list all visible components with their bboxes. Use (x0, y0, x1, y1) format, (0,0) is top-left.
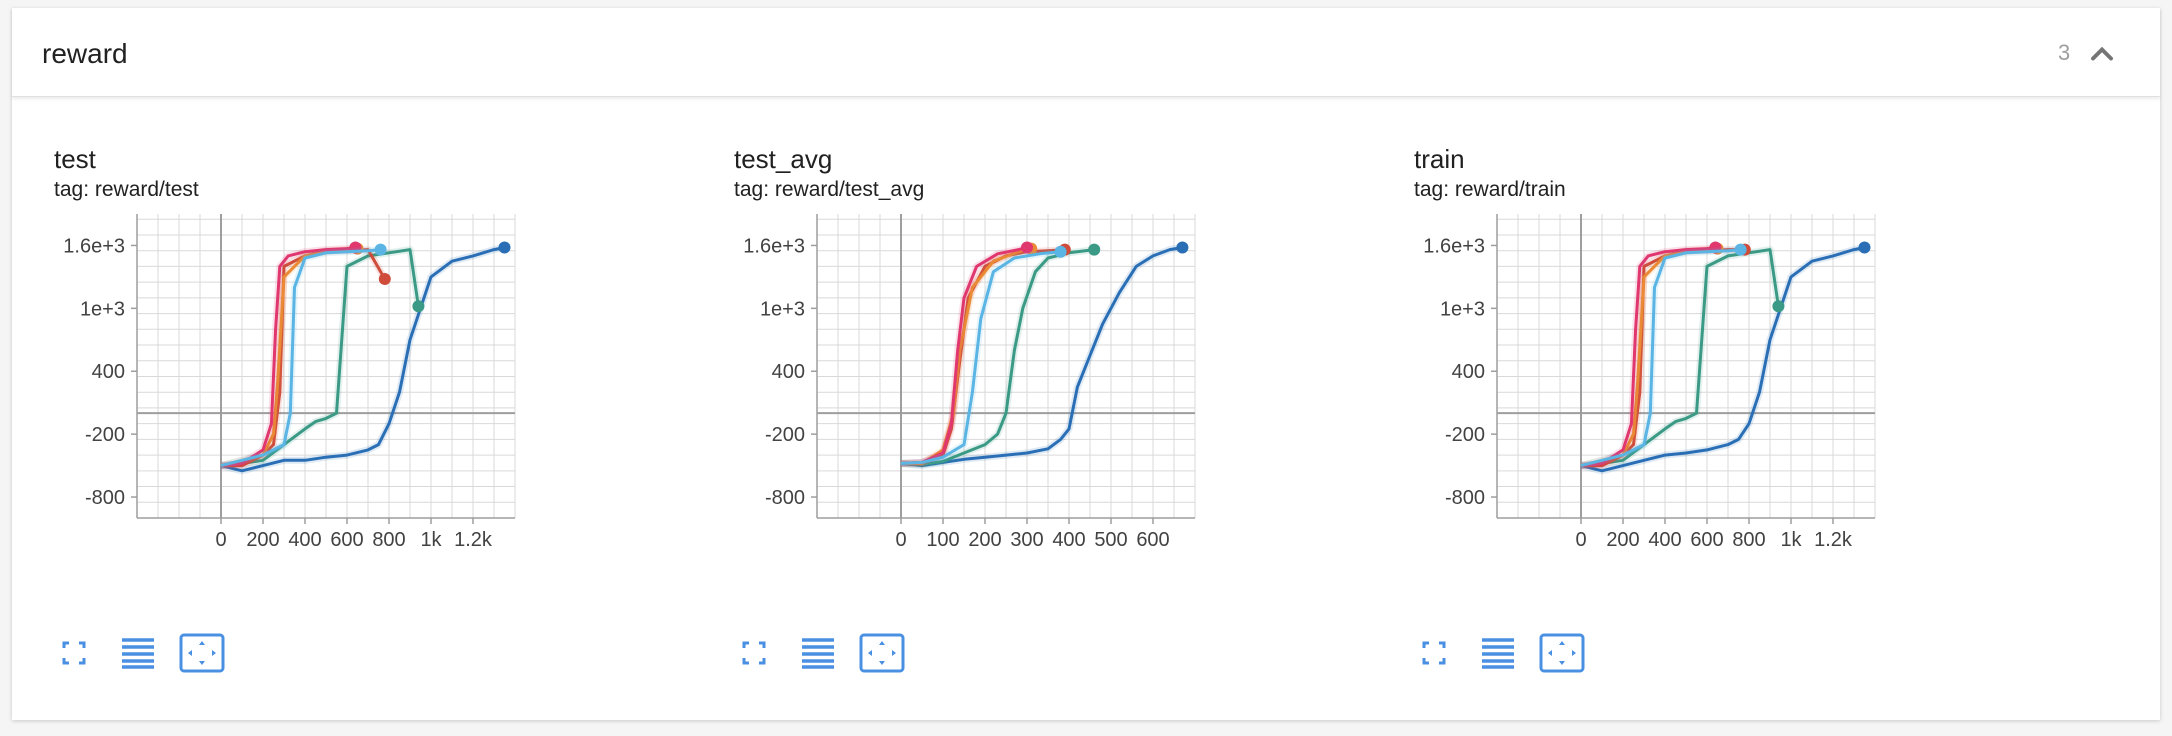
series-line-4 (900, 246, 1028, 465)
chart-tag: tag: reward/test_avg (734, 178, 925, 201)
series-line-4 (1580, 246, 1716, 468)
chart-plot[interactable]: -800 -200 400 1e+3 1.6e+3 0 100 200 300 400 500 600 (692, 206, 1372, 546)
series-line-1 (220, 248, 420, 468)
data-table-icon[interactable] (114, 632, 162, 674)
x-tick-label: 200 (246, 529, 279, 546)
y-tick-label: -200 (85, 424, 125, 446)
chart-title: train (1414, 144, 1465, 174)
series-line-1 (900, 248, 1095, 466)
chart-panel-test: test tag: reward/test -800 -200 400 1e+3 1.6… (12, 96, 692, 696)
x-tick-label: 400 (1052, 529, 1085, 546)
x-tick-label: 300 (1010, 529, 1043, 546)
chart-title: test (54, 144, 96, 174)
fit-domain-icon[interactable] (858, 632, 906, 674)
data-table-icon[interactable] (1474, 632, 1522, 674)
y-tick-label: -800 (765, 487, 805, 509)
chart-title: test_avg (734, 144, 833, 174)
y-tick-label: 1.6e+3 (1423, 235, 1485, 257)
fit-domain-icon[interactable] (1538, 632, 1586, 674)
reward-card: reward 3 test tag: reward/test -800 -200 4… (12, 8, 2160, 720)
x-tick-label: 500 (1094, 529, 1127, 546)
y-tick-label: -200 (765, 424, 805, 446)
series-line-0 (900, 246, 1183, 468)
series-line-4 (220, 246, 356, 468)
series-end-marker-2 (378, 272, 391, 285)
fit-domain-icon[interactable] (178, 632, 226, 674)
series-end-marker-1 (1088, 243, 1101, 256)
y-tick-label: 1e+3 (80, 298, 125, 320)
series-line-5 (220, 248, 381, 468)
series-end-marker-1 (1772, 300, 1785, 313)
y-tick-label: -800 (1445, 487, 1485, 509)
x-tick-label: 800 (372, 529, 405, 546)
x-tick-label: 1k (420, 529, 442, 546)
chart-tag: tag: reward/train (1414, 178, 1566, 201)
x-tick-label: 0 (215, 529, 226, 546)
y-tick-label: 400 (1452, 361, 1485, 383)
x-tick-label: 1.2k (454, 529, 493, 546)
group-title: reward (42, 38, 128, 69)
chart-plot[interactable]: -800 -200 400 1e+3 1.6e+3 0 200 400 600 800 1k 1.2k (12, 206, 692, 546)
series-line-0 (220, 246, 505, 473)
chart-panel-test-avg: test_avg tag: reward/test_avg -800 -200 40… (692, 96, 1372, 696)
series-end-marker-5 (1054, 245, 1067, 258)
series-end-marker-5 (374, 243, 387, 256)
series-line-5 (900, 250, 1061, 465)
chart-plot[interactable]: -800 -200 400 1e+3 1.6e+3 0 200 400 600 800 1k 1.2k (1372, 206, 2052, 546)
x-tick-label: 800 (1732, 529, 1765, 546)
data-table-icon[interactable] (794, 632, 842, 674)
x-tick-label: 600 (330, 529, 363, 546)
series-end-marker-4 (1021, 241, 1033, 254)
fullscreen-icon[interactable] (50, 632, 98, 674)
y-tick-label: -200 (1445, 424, 1485, 446)
group-header[interactable]: reward 3 (12, 8, 2160, 97)
x-tick-label: 200 (968, 529, 1001, 546)
series-end-marker-5 (1734, 243, 1747, 256)
x-tick-label: 0 (1575, 529, 1586, 546)
chart-tag: tag: reward/test (54, 178, 199, 201)
x-tick-label: 1.2k (1814, 529, 1853, 546)
x-tick-label: 1k (1780, 529, 1802, 546)
chart-panel-train: train tag: reward/train -800 -200 400 1e+3 1… (1372, 96, 2052, 696)
x-tick-label: 600 (1136, 529, 1169, 546)
x-tick-label: 100 (926, 529, 959, 546)
x-tick-label: 600 (1690, 529, 1723, 546)
series-line-raw-5 (900, 248, 1061, 467)
y-tick-label: 400 (92, 361, 125, 383)
x-tick-label: 400 (288, 529, 321, 546)
group-count: 3 (2058, 40, 2071, 65)
y-tick-label: 1e+3 (760, 298, 805, 320)
x-tick-label: 0 (895, 529, 906, 546)
series-end-marker-1 (412, 300, 425, 313)
y-tick-label: 1.6e+3 (743, 235, 805, 257)
series-end-marker-0 (498, 241, 511, 254)
y-tick-label: 1e+3 (1440, 298, 1485, 320)
y-tick-label: 400 (772, 361, 805, 383)
series-end-marker-0 (1176, 241, 1189, 254)
y-tick-label: 1.6e+3 (63, 235, 125, 257)
fullscreen-icon[interactable] (730, 632, 778, 674)
series-line-0 (1580, 246, 1865, 473)
x-tick-label: 200 (1606, 529, 1639, 546)
series-line-5 (1580, 248, 1741, 468)
chevron-up-icon[interactable] (2084, 36, 2120, 72)
y-tick-label: -800 (85, 487, 125, 509)
fullscreen-icon[interactable] (1410, 632, 1458, 674)
series-end-marker-0 (1858, 241, 1871, 254)
x-tick-label: 400 (1648, 529, 1681, 546)
